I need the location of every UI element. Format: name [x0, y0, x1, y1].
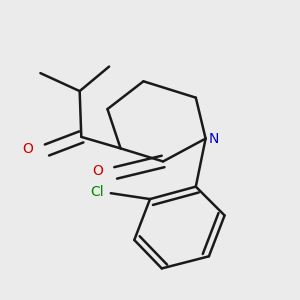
Text: N: N — [208, 131, 219, 146]
Text: Cl: Cl — [90, 185, 104, 199]
Text: O: O — [22, 142, 33, 156]
Text: O: O — [92, 164, 103, 178]
